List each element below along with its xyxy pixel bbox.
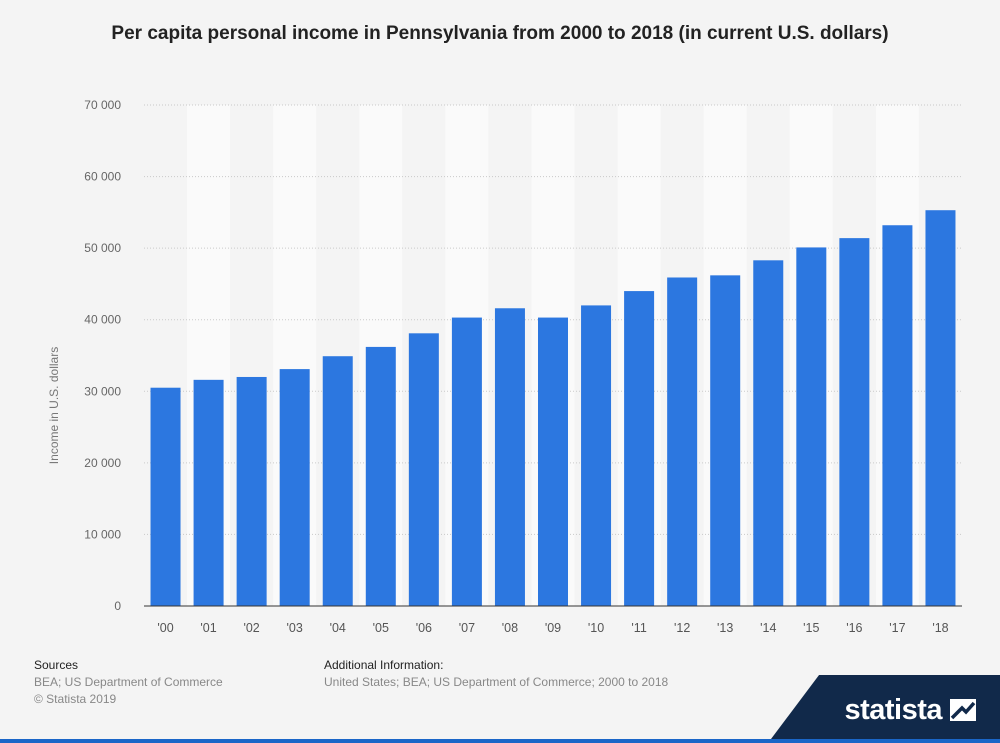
- x-tick-label: '17: [889, 621, 905, 635]
- bar: [710, 275, 741, 606]
- x-tick-label: '08: [502, 621, 518, 635]
- x-tick-label: '06: [416, 621, 432, 635]
- x-tick-label: '11: [631, 621, 646, 635]
- additional-info-heading: Additional Information:: [324, 658, 444, 672]
- x-tick-label: '15: [803, 621, 819, 635]
- bar: [581, 305, 612, 606]
- sources-heading: Sources: [34, 658, 79, 672]
- x-tick-label: '01: [200, 621, 216, 635]
- bar: [494, 308, 525, 606]
- y-tick-label: 60 000: [84, 170, 121, 184]
- x-tick-label: '13: [717, 621, 733, 635]
- bar: [667, 277, 698, 606]
- y-tick-label: 70 000: [84, 98, 121, 112]
- sources-block: Sources BEA; US Department of Commerce ©…: [34, 657, 223, 708]
- x-tick-label: '03: [287, 621, 303, 635]
- bar: [322, 356, 353, 606]
- statista-logo-icon: [950, 699, 976, 721]
- copyright-text: © Statista 2019: [34, 692, 117, 706]
- bar: [839, 238, 870, 606]
- sources-text[interactable]: BEA; US Department of Commerce: [34, 675, 223, 689]
- bar: [796, 247, 827, 607]
- x-tick-label: '04: [330, 621, 346, 635]
- x-tick-label: '12: [674, 621, 690, 635]
- x-tick-label: '00: [157, 621, 173, 635]
- bar: [882, 225, 913, 607]
- y-tick-label: 20 000: [84, 456, 121, 470]
- bar: [451, 317, 482, 606]
- statista-logo[interactable]: statista: [844, 690, 976, 730]
- bar: [408, 333, 439, 606]
- bar: [624, 291, 655, 606]
- x-tick-label: '10: [588, 621, 604, 635]
- bar: [753, 260, 784, 606]
- y-tick-label: 10 000: [84, 527, 121, 541]
- bottom-accent-bar: [0, 739, 1000, 743]
- x-tick-label: '09: [545, 621, 561, 635]
- y-tick-label: 40 000: [84, 313, 121, 327]
- x-tick-label: '07: [459, 621, 475, 635]
- chart-title: Per capita personal income in Pennsylvan…: [111, 23, 889, 44]
- bar: [925, 210, 956, 606]
- bar: [365, 346, 396, 606]
- y-tick-label: 50 000: [84, 241, 121, 255]
- y-tick-label: 0: [114, 599, 121, 613]
- y-tick-label: 30 000: [84, 384, 121, 398]
- bar: [538, 317, 568, 606]
- bar-chart: 0 10 000 20 000 30 000 40 000 50 000 60 000 70 …: [47, 98, 962, 635]
- y-axis-label: Income in U.S. dollars: [47, 347, 61, 464]
- x-tick-label: '18: [932, 621, 948, 635]
- brand-name: statista: [844, 693, 942, 726]
- x-tick-label: '16: [846, 621, 862, 635]
- bar: [279, 369, 310, 606]
- additional-info-text: United States; BEA; US Department of Com…: [324, 675, 669, 689]
- bar: [150, 387, 181, 606]
- x-tick-label: '02: [243, 621, 259, 635]
- additional-info-block: Additional Information: United States; B…: [324, 657, 668, 691]
- bar: [193, 379, 224, 606]
- x-tick-label: '14: [760, 621, 776, 635]
- bar: [236, 376, 267, 606]
- x-tick-label: '05: [373, 621, 389, 635]
